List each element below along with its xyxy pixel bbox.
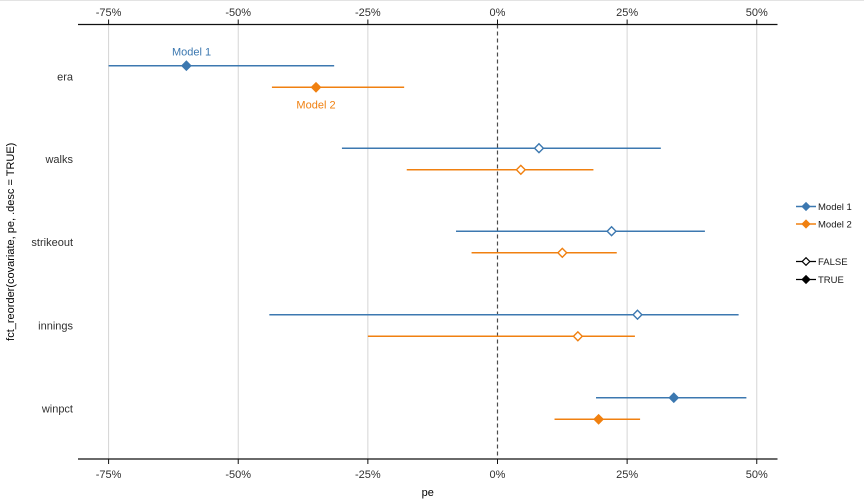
legend-item-model-2: Model 2 bbox=[796, 219, 852, 231]
x-tick-label-bottom--50%: -50% bbox=[225, 469, 251, 481]
legend-item-model-1: Model 1 bbox=[796, 201, 852, 213]
y-category-label-era: era bbox=[57, 72, 74, 84]
series-model-1 bbox=[108, 60, 747, 404]
y-category-labels: era walks strikeout innings winpct bbox=[31, 72, 73, 416]
legend-key-point bbox=[801, 256, 811, 267]
legend-label: Model 2 bbox=[818, 220, 852, 231]
point-Model 2-innings bbox=[572, 330, 584, 342]
legend-label: FALSE bbox=[818, 257, 848, 268]
y-category-label-walks: walks bbox=[44, 154, 73, 166]
point-Model 2-walks bbox=[515, 164, 527, 176]
x-tick-label-top-25%: 25% bbox=[616, 7, 638, 19]
point-Model 1-winpct bbox=[668, 392, 680, 404]
x-tick-label-top--25%: -25% bbox=[355, 7, 381, 19]
x-tick-label-top--75%: -75% bbox=[96, 7, 122, 19]
point-Model 2-strikeout bbox=[556, 247, 568, 259]
legend-key-point bbox=[801, 274, 811, 285]
point-Model 1-walks bbox=[533, 142, 545, 154]
y-category-label-winpct: winpct bbox=[41, 404, 73, 416]
x-tick-label-bottom-50%: 50% bbox=[746, 469, 768, 481]
x-axis-title: pe bbox=[422, 487, 434, 499]
x-tick-label-bottom--75%: -75% bbox=[96, 469, 122, 481]
legend-key-point bbox=[801, 201, 811, 212]
point-Model 1-innings bbox=[632, 309, 643, 321]
point-Model 1-strikeout bbox=[606, 225, 617, 237]
legend: Model 1 Model 2 FALSE TRUE bbox=[796, 201, 852, 286]
x-tick-label-bottom--25%: -25% bbox=[355, 469, 381, 481]
y-axis-title: fct_reorder(covariate, pe, .desc = TRUE) bbox=[5, 143, 17, 341]
legend-label: Model 1 bbox=[818, 202, 852, 213]
y-category-label-innings: innings bbox=[38, 321, 73, 333]
legend-key-point bbox=[801, 219, 811, 229]
x-tick-label-bottom-25%: 25% bbox=[616, 469, 638, 481]
x-axes-group: -75% -75% -50% -50% -25% -25% 0% 0% 25% 25% 50% 50% bbox=[78, 7, 778, 481]
legend-label: TRUE bbox=[818, 275, 844, 286]
x-tick-label-top-50%: 50% bbox=[746, 7, 768, 19]
series-model-2 bbox=[271, 81, 641, 425]
annotation-model-1: Model 1 bbox=[172, 47, 211, 59]
x-tick-label-bottom-0%: 0% bbox=[490, 469, 506, 481]
point-Model 2-era bbox=[310, 81, 322, 93]
legend-item-true: TRUE bbox=[796, 274, 844, 286]
legend-item-false: FALSE bbox=[796, 256, 848, 268]
x-tick-label-top--50%: -50% bbox=[225, 7, 251, 19]
point-Model 2-winpct bbox=[593, 413, 604, 425]
x-tick-label-top-0%: 0% bbox=[490, 7, 506, 19]
gridlines-group bbox=[108, 24, 758, 459]
annotation-model-2: Model 2 bbox=[296, 99, 335, 111]
y-category-label-strikeout: strikeout bbox=[31, 237, 73, 249]
point-Model 1-era bbox=[180, 60, 192, 72]
series-group bbox=[108, 60, 747, 425]
